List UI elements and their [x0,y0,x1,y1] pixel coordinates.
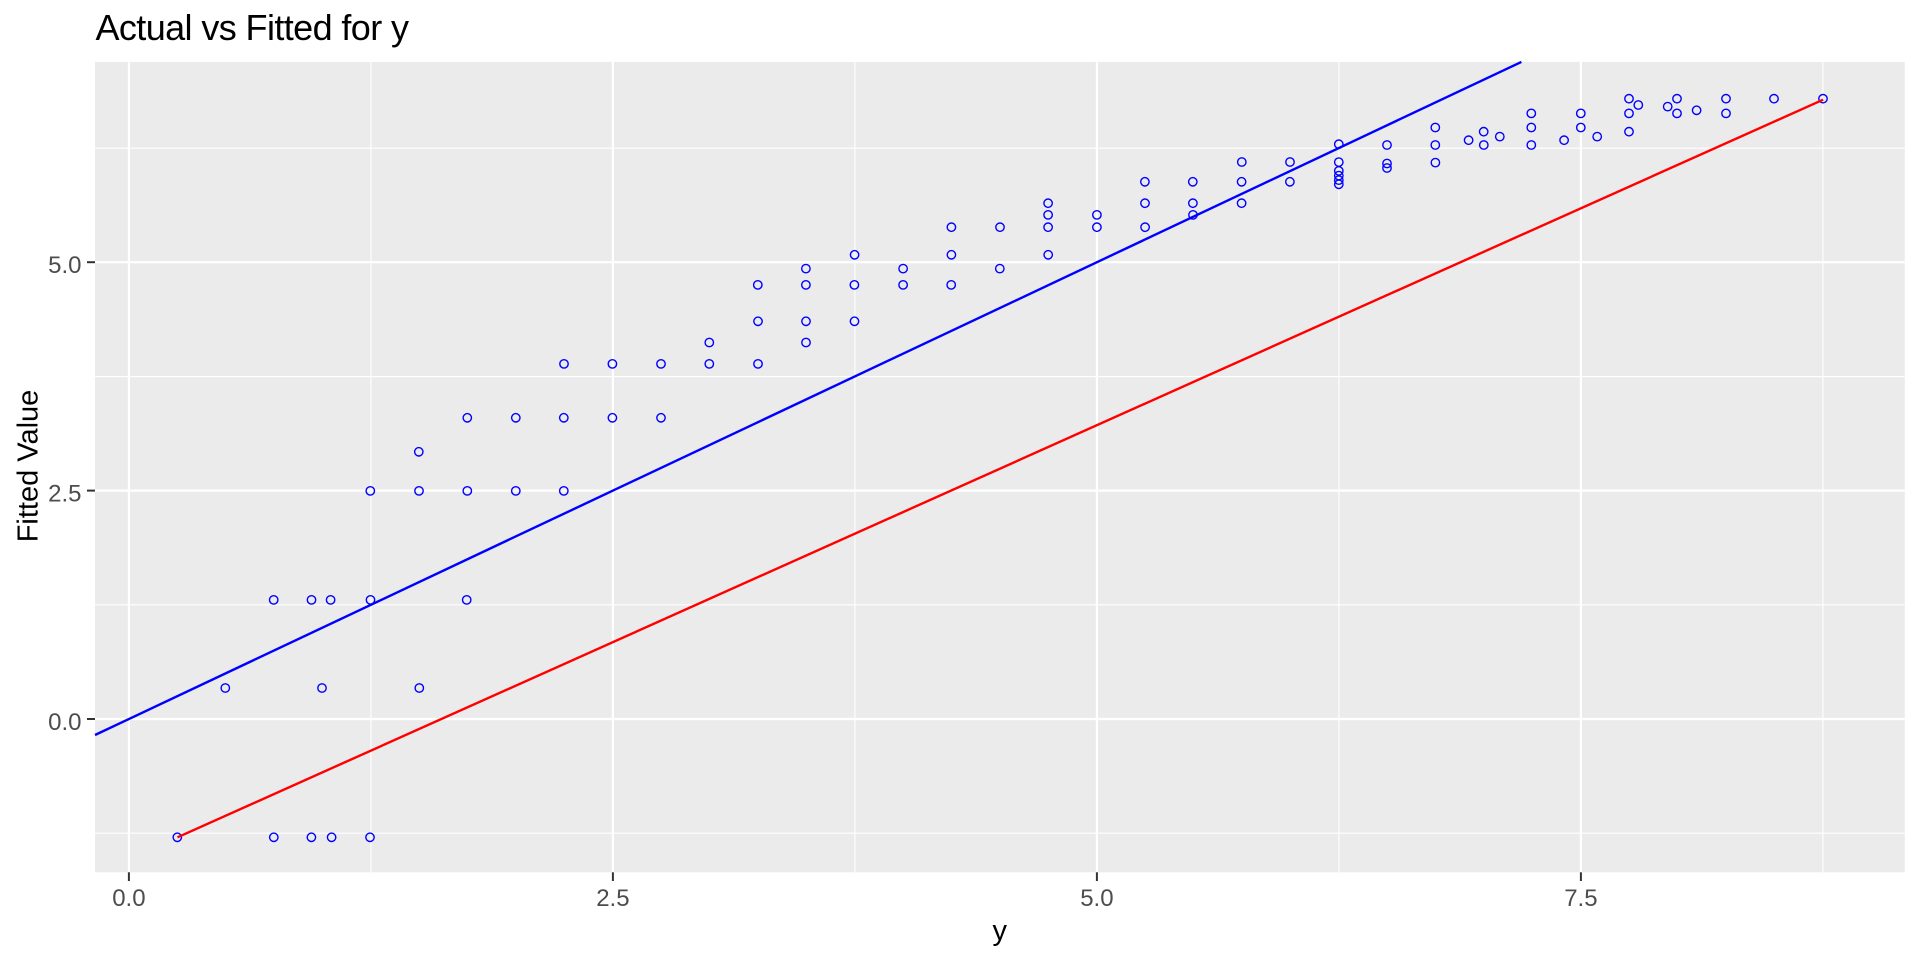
svg-text:7.5: 7.5 [1564,885,1597,912]
svg-text:0.0: 0.0 [112,885,145,912]
svg-text:y: y [992,915,1007,947]
svg-text:Actual vs Fitted for y: Actual vs Fitted for y [96,7,410,48]
svg-text:5.0: 5.0 [48,252,81,279]
svg-text:5.0: 5.0 [1080,885,1113,912]
svg-text:0.0: 0.0 [48,709,81,736]
svg-text:2.5: 2.5 [48,481,81,508]
svg-text:Fitted Value: Fitted Value [13,390,45,543]
svg-text:2.5: 2.5 [596,885,629,912]
